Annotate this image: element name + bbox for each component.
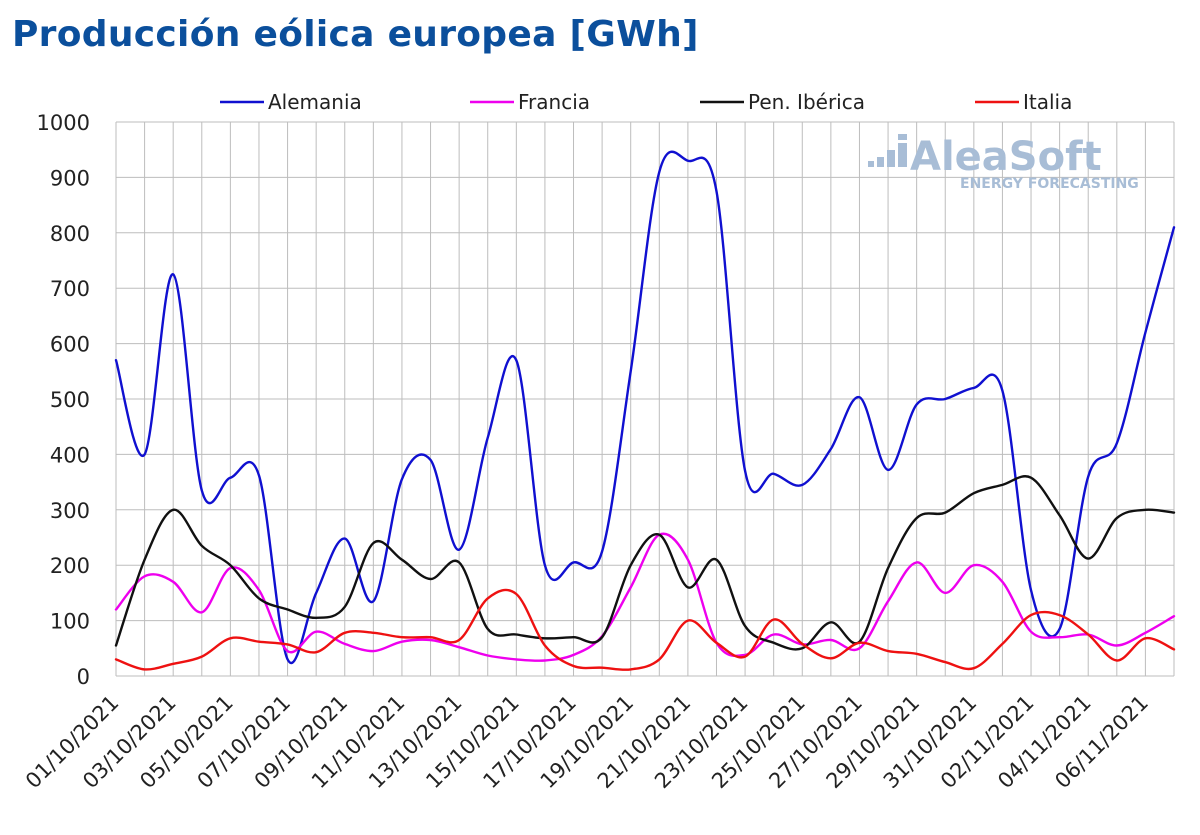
series-lines	[114, 150, 1176, 671]
y-tick-label: 500	[50, 388, 90, 412]
y-tick-label: 300	[50, 499, 90, 523]
y-tick-label: 400	[50, 443, 90, 467]
logo-name: AleaSoft	[910, 134, 1102, 180]
y-tick-label: 100	[50, 610, 90, 634]
logo-dots-icon	[868, 134, 907, 167]
series-line-pen-ib-rica	[114, 475, 1176, 651]
y-tick-label: 1000	[37, 111, 90, 135]
y-tick-label: 800	[50, 222, 90, 246]
legend-label-alemania: Alemania	[268, 90, 362, 114]
aleasoft-logo: AleaSoft ENERGY FORECASTING	[868, 134, 1139, 192]
y-tick-label: 900	[50, 166, 90, 190]
legend: Alemania Francia Pen. Ibérica Italia	[220, 90, 1072, 114]
y-tick-label: 200	[50, 554, 90, 578]
y-axis: 0 100 200 300 400 500 600 700 800 900 1000	[37, 111, 90, 689]
y-tick-label: 0	[77, 665, 90, 689]
x-axis: 01/10/202103/10/202105/10/202107/10/2021…	[21, 691, 1153, 794]
series-line-alemania	[114, 150, 1176, 664]
legend-label-italia: Italia	[1023, 90, 1072, 114]
legend-label-pen-ib-rica: Pen. Ibérica	[748, 90, 865, 114]
y-tick-label: 600	[50, 333, 90, 357]
series-line-italia	[114, 588, 1176, 671]
legend-label-francia: Francia	[518, 90, 590, 114]
y-tick-label: 700	[50, 277, 90, 301]
grid	[115, 121, 1175, 677]
chart-title: Producción eólica europea [GWh]	[12, 14, 699, 55]
series-line-francia	[114, 532, 1176, 662]
logo-tagline: ENERGY FORECASTING	[960, 176, 1139, 192]
